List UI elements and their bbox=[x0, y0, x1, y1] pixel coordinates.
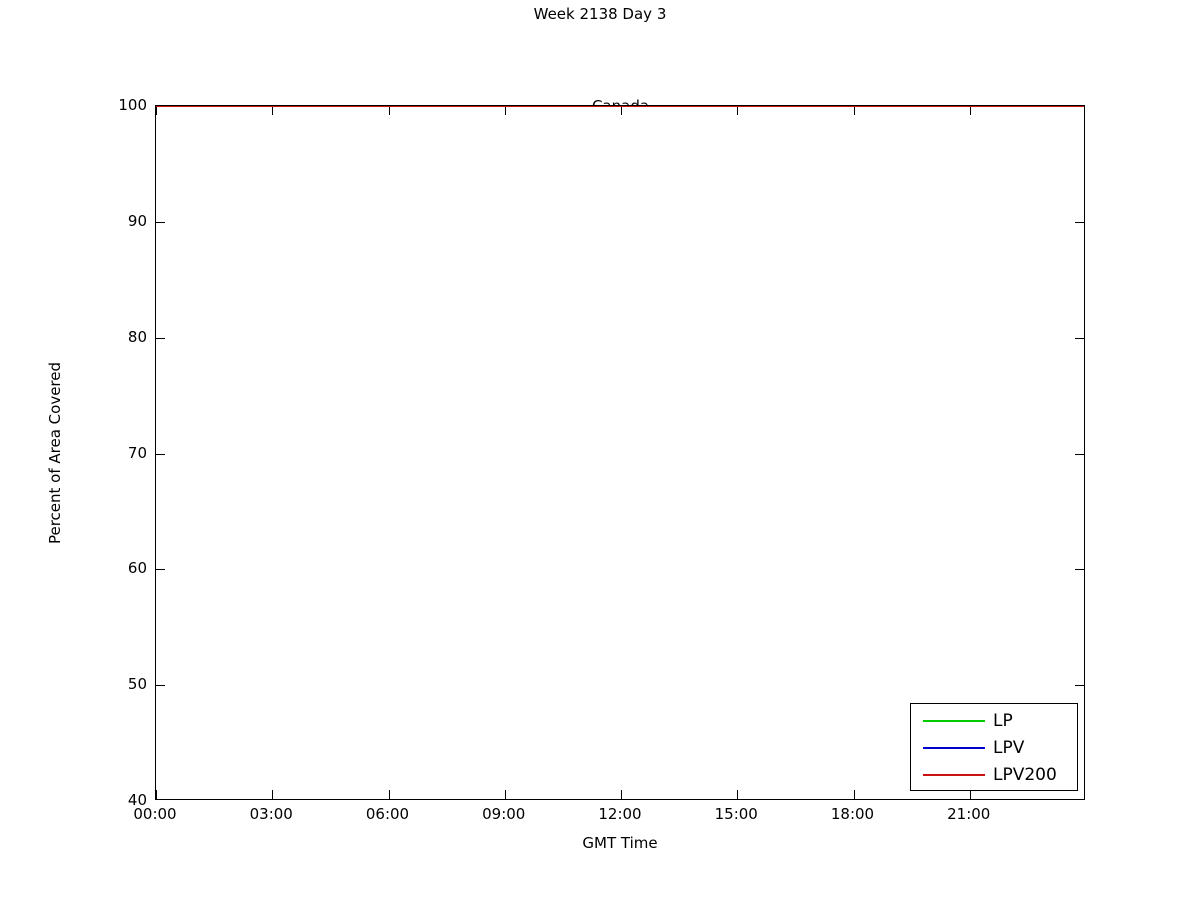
y-tick-mark bbox=[156, 221, 165, 223]
y-tick-label: 40 bbox=[127, 791, 147, 809]
x-tick-mark bbox=[969, 790, 971, 799]
x-tick-label: 12:00 bbox=[598, 805, 642, 823]
x-tick-label: 03:00 bbox=[249, 805, 293, 823]
y-tick-label: 100 bbox=[118, 96, 147, 114]
x-tick-mark-top bbox=[272, 106, 274, 115]
y-tick-mark-right bbox=[1075, 221, 1084, 223]
x-tick-label: 15:00 bbox=[714, 805, 758, 823]
y-axis-title: Percent of Area Covered bbox=[46, 361, 64, 545]
y-tick-mark bbox=[156, 569, 165, 571]
legend-label-lp: LP bbox=[993, 711, 1013, 731]
x-tick-mark-top bbox=[388, 106, 390, 115]
legend-swatch-lp bbox=[923, 720, 985, 722]
series-line-lpv200 bbox=[156, 106, 1084, 107]
legend-label-lpv200: LPV200 bbox=[993, 765, 1057, 785]
x-tick-mark bbox=[621, 790, 622, 799]
y-tick-mark-right bbox=[1075, 453, 1084, 455]
x-tick-mark bbox=[504, 790, 506, 799]
y-tick-mark bbox=[156, 337, 165, 339]
y-tick-mark bbox=[156, 685, 165, 687]
legend-item-lpv[interactable]: LPV bbox=[911, 735, 1077, 761]
legend-swatch-lpv bbox=[923, 747, 985, 749]
legend-box[interactable]: LP LPV LPV200 bbox=[910, 703, 1078, 791]
y-tick-label: 70 bbox=[127, 443, 147, 462]
x-tick-label: 00:00 bbox=[133, 805, 177, 823]
x-tick-mark bbox=[737, 790, 739, 799]
legend-swatch-lpv200 bbox=[923, 774, 985, 776]
x-tick-mark-top bbox=[621, 106, 622, 115]
y-tick-mark-right bbox=[1075, 685, 1084, 687]
x-axis-title: GMT Time bbox=[582, 834, 658, 852]
x-tick-mark-top bbox=[969, 106, 971, 115]
x-tick-mark bbox=[156, 790, 157, 799]
y-tick-label: 50 bbox=[127, 675, 147, 694]
x-tick-label: 18:00 bbox=[830, 805, 875, 823]
x-tick-label: 06:00 bbox=[365, 805, 410, 823]
x-tick-label: 21:00 bbox=[947, 805, 991, 823]
y-tick-mark-right bbox=[1075, 569, 1084, 571]
legend-item-lpv200[interactable]: LPV200 bbox=[911, 762, 1077, 788]
legend-label-lpv: LPV bbox=[993, 738, 1025, 758]
x-tick-mark-top bbox=[853, 106, 855, 115]
x-tick-mark bbox=[853, 790, 855, 799]
y-tick-label: 80 bbox=[127, 327, 147, 346]
plot-inner bbox=[156, 106, 1084, 799]
plot-area bbox=[155, 105, 1085, 800]
week-day-supertitle: Week 2138 Day 3 bbox=[533, 5, 667, 23]
x-tick-mark bbox=[272, 790, 274, 799]
x-tick-mark-top bbox=[156, 106, 157, 115]
y-tick-mark-right bbox=[1075, 337, 1084, 339]
x-tick-mark-top bbox=[737, 106, 739, 115]
legend-item-lp[interactable]: LP bbox=[911, 708, 1077, 734]
x-tick-mark bbox=[388, 790, 390, 799]
x-tick-label: 09:00 bbox=[482, 805, 526, 823]
y-tick-label: 90 bbox=[127, 211, 147, 230]
y-tick-label: 60 bbox=[127, 559, 147, 578]
y-tick-mark bbox=[156, 453, 165, 455]
x-tick-mark-top bbox=[504, 106, 506, 115]
